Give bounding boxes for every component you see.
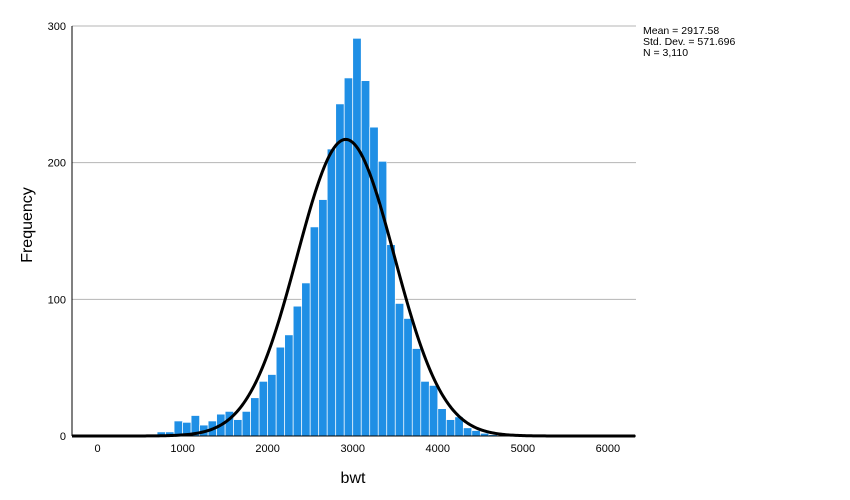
histogram-bar: [471, 430, 481, 437]
histogram-bar: [284, 334, 294, 437]
y-tick-label: 100: [48, 294, 66, 306]
histogram-bar: [233, 419, 243, 437]
histogram-bar: [403, 318, 413, 437]
x-tick-label: 1000: [170, 443, 194, 455]
histogram-bar: [352, 37, 362, 437]
histogram-bar: [335, 103, 345, 437]
x-tick-label: 5000: [511, 443, 535, 455]
x-tick-label: 6000: [596, 443, 620, 455]
histogram-bar: [445, 419, 456, 437]
histogram-bar: [326, 148, 337, 437]
histogram-bar: [301, 282, 311, 437]
histogram-bar: [394, 303, 405, 437]
histogram-bar: [292, 305, 303, 437]
histogram-bar: [411, 348, 422, 437]
x-tick-label: 3000: [340, 443, 364, 455]
histogram-bar: [386, 244, 396, 437]
histogram-bar: [420, 380, 430, 437]
y-tick-label: 300: [48, 21, 66, 33]
summary-statistics: Mean = 2917.58 Std. Dev. = 571.696 N = 3…: [643, 26, 735, 59]
histogram-bar: [250, 397, 260, 437]
histogram-bar: [258, 380, 269, 437]
x-axis-title: bwt: [341, 470, 366, 487]
histogram-bar: [275, 346, 286, 437]
stat-std-dev: Std. Dev. = 571.696: [643, 36, 736, 48]
histogram-bar: [428, 385, 439, 437]
histogram-bar: [318, 199, 328, 437]
x-tick-label: 0: [94, 443, 100, 455]
histogram-bar: [267, 374, 277, 437]
stat-n: N = 3,110: [643, 47, 689, 59]
histogram-bar: [309, 226, 320, 437]
stat-mean: Mean = 2917.58: [643, 25, 720, 37]
y-tick-label: 200: [48, 158, 66, 170]
histogram-bar: [437, 408, 447, 437]
y-tick-labels: 0 100 200 300: [48, 21, 66, 443]
histogram-bar: [241, 411, 251, 437]
x-tick-label: 4000: [426, 443, 450, 455]
y-axis-title: Frequency: [19, 187, 36, 263]
y-tick-label: 0: [60, 431, 66, 443]
histogram-bar: [360, 80, 371, 437]
histogram-bars: [156, 37, 498, 437]
x-tick-labels: 0 1000 2000 3000 4000 5000 6000: [94, 443, 620, 455]
histogram-bar: [462, 427, 473, 437]
histogram-bar: [343, 77, 354, 437]
x-tick-label: 2000: [255, 443, 279, 455]
